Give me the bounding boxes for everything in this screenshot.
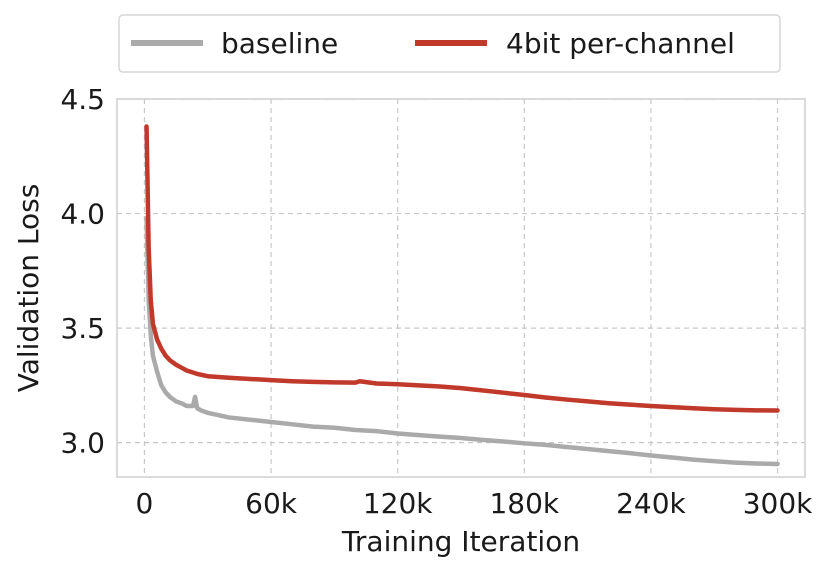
y-tick-label: 4.0 bbox=[60, 198, 105, 231]
x-axis-ticks: 0 60k 120k 180k 240k 300k bbox=[136, 487, 814, 520]
y-axis-ticks: 3.0 3.5 4.0 4.5 bbox=[60, 83, 105, 460]
x-tick-label: 0 bbox=[136, 487, 154, 520]
legend-label-4bit: 4bit per-channel bbox=[506, 27, 735, 60]
x-tick-label: 120k bbox=[363, 487, 433, 520]
x-axis-label: Training Iteration bbox=[341, 525, 580, 558]
x-tick-label: 240k bbox=[616, 487, 686, 520]
y-tick-label: 3.5 bbox=[60, 312, 105, 345]
series-line-4bit-per-channel bbox=[144, 124, 780, 413]
legend-label-baseline: baseline bbox=[221, 27, 338, 60]
plot-frame bbox=[116, 98, 806, 478]
grid bbox=[117, 98, 805, 477]
legend: baseline 4bit per-channel bbox=[118, 14, 781, 73]
x-tick-label: 180k bbox=[489, 487, 559, 520]
y-tick-label: 4.5 bbox=[60, 83, 105, 116]
x-tick-label: 300k bbox=[743, 487, 813, 520]
x-tick-label: 60k bbox=[245, 487, 298, 520]
series-group bbox=[144, 124, 780, 467]
series-line-baseline bbox=[144, 215, 780, 467]
y-axis-label: Validation Loss bbox=[12, 184, 45, 393]
y-tick-label: 3.0 bbox=[60, 427, 105, 460]
